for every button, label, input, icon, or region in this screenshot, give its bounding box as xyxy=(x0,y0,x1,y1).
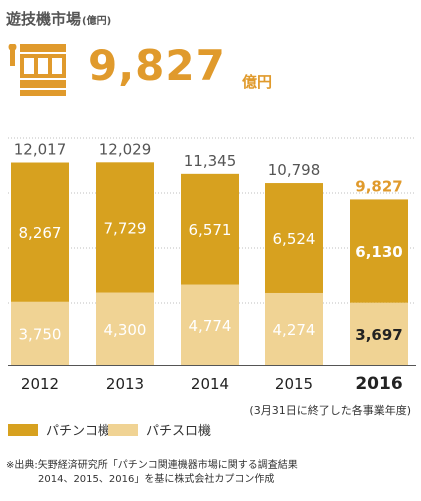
legend-label-pachinko: パチンコ機 xyxy=(46,424,112,439)
label-pachislot-2013: 4,300 xyxy=(104,321,147,339)
x-tick-2015: 2015 xyxy=(275,375,313,393)
legend-item-pachislot: パチスロ機 xyxy=(108,420,211,439)
bar-pachislot-2013 xyxy=(96,292,154,365)
source-note: ※出典:矢野経済研究所「パチンコ関連機器市場に関する調査結果 2014、2015… xyxy=(6,459,298,487)
bar-pachislot-2012 xyxy=(11,301,69,365)
slot-machine-icon xyxy=(8,44,66,96)
x-tick-2013: 2013 xyxy=(106,375,144,393)
bar-pachinko-2016 xyxy=(350,199,408,303)
label-pachislot-2016: 3,697 xyxy=(355,326,402,344)
bar-pachinko-2014 xyxy=(181,173,239,285)
label-pachinko-2015: 6,524 xyxy=(273,230,316,248)
bar-pachinko-2013 xyxy=(96,162,154,293)
stacked-bar-chart: 8,267 3,750 12,017 2012 7,729 4,300 12,029 2013… xyxy=(8,137,416,394)
bar-pachislot-2015 xyxy=(265,292,323,365)
legend-item-pachinko: パチンコ機 xyxy=(8,420,111,439)
fiscal-year-note: (3月31日に終了した各事業年度) xyxy=(249,404,411,417)
label-pachinko-2013: 7,729 xyxy=(104,219,147,237)
bar-pachislot-2014 xyxy=(181,284,239,365)
label-total-2013: 12,029 xyxy=(99,140,152,158)
source-line-1: ※出典:矢野経済研究所「パチンコ関連機器市場に関する調査結果 xyxy=(6,460,298,471)
x-tick-2014: 2014 xyxy=(191,375,229,393)
legend-label-pachislot: パチスロ機 xyxy=(146,424,212,439)
total-market-value: 9,827 xyxy=(88,41,226,90)
legend-swatch-pachislot xyxy=(108,423,138,436)
x-tick-2012: 2012 xyxy=(21,375,59,393)
label-total-2014: 11,345 xyxy=(184,152,237,170)
bar-pachinko-2015 xyxy=(265,183,323,293)
label-pachinko-2012: 8,267 xyxy=(19,224,62,242)
bar-pachislot-2016 xyxy=(350,302,408,365)
bar-pachinko-2012 xyxy=(11,162,69,302)
title-unit: (億円) xyxy=(82,16,112,27)
title-text: 遊技機市場 xyxy=(6,10,82,28)
label-pachinko-2014: 6,571 xyxy=(189,221,232,239)
total-market-unit: 億円 xyxy=(242,73,273,91)
source-line-2: 2014、2015、2016」を基に株式会社カプコン作成 xyxy=(38,474,275,485)
label-pachislot-2014: 4,774 xyxy=(189,317,232,335)
label-total-2016: 9,827 xyxy=(355,177,402,195)
label-pachislot-2015: 4,274 xyxy=(273,321,316,339)
chart-title: 遊技機市場(億円) xyxy=(6,8,111,28)
label-total-2015: 10,798 xyxy=(268,161,321,179)
label-pachislot-2012: 3,750 xyxy=(19,325,62,343)
legend-swatch-pachinko xyxy=(8,423,38,436)
label-pachinko-2016: 6,130 xyxy=(355,243,402,261)
label-total-2012: 12,017 xyxy=(14,141,67,159)
x-tick-2016: 2016 xyxy=(355,374,402,394)
